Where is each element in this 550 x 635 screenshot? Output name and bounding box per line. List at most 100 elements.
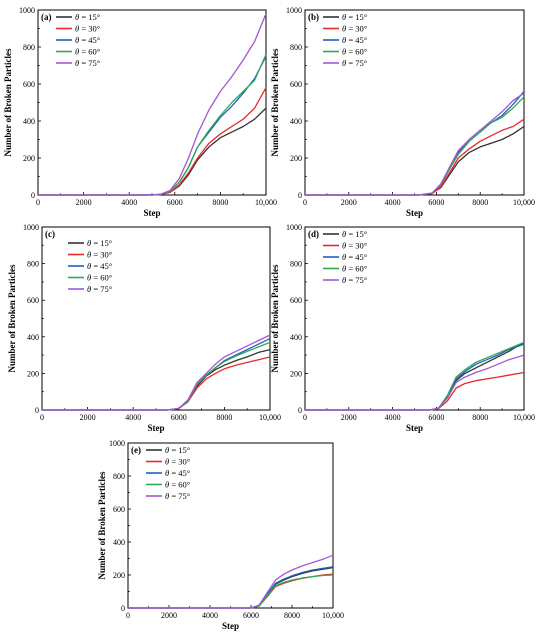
x-axis-title: Step <box>406 423 423 433</box>
chart-panel-a: 0 2000 4000 6000 8000 10,000 0 200 400 600 800 1000… <box>3 6 277 218</box>
series-line-theta45 <box>42 338 271 411</box>
series-line-theta15 <box>38 107 267 196</box>
plot-frame <box>127 442 334 609</box>
chart-panel-e: 0 2000 4000 6000 8000 10,000 0 200 400 600 800 1000… <box>97 439 344 631</box>
y-tick-label: 600 <box>113 505 125 514</box>
x-tick-label: 10,000 <box>259 413 281 422</box>
y-axis-title: Number of Broken Particles <box>7 264 17 372</box>
y-tick-label: 600 <box>23 80 35 89</box>
legend-label-theta75: θ = 75° <box>75 58 100 68</box>
y-tick-label: 0 <box>35 406 39 415</box>
panel-label: (d) <box>308 229 319 239</box>
series-line-theta15 <box>305 125 525 196</box>
series-line-theta45 <box>305 343 525 411</box>
x-tick-label: 4000 <box>125 413 141 422</box>
x-tick-label: 0 <box>40 413 44 422</box>
series-line-theta60 <box>305 341 525 411</box>
y-tick-label: 1000 <box>109 439 125 448</box>
legend-label-theta30: θ = 30° <box>342 24 367 34</box>
x-tick-label: 2000 <box>161 611 177 620</box>
x-tick-label: 2000 <box>341 413 357 422</box>
y-tick-label: 400 <box>27 333 39 342</box>
x-tick-label: 10,000 <box>255 198 277 207</box>
series-line-theta60 <box>42 341 271 411</box>
y-axis-title: Number of Broken Particles <box>270 264 280 372</box>
y-tick-label: 600 <box>290 80 302 89</box>
series-line-theta30 <box>128 573 334 609</box>
x-tick-label: 2000 <box>80 413 96 422</box>
y-axis-title: Number of Broken Particles <box>3 48 13 156</box>
x-tick-label: 8000 <box>284 611 300 620</box>
series-line-theta30 <box>42 356 271 411</box>
x-tick-label: 8000 <box>472 198 488 207</box>
x-tick-label: 6000 <box>167 198 183 207</box>
y-tick-label: 1000 <box>286 6 302 15</box>
plot-frame <box>304 9 525 196</box>
x-tick-label: 4000 <box>385 413 401 422</box>
legend-label-theta30: θ = 30° <box>342 241 367 251</box>
series-line-theta60 <box>128 574 334 609</box>
y-tick-label: 400 <box>290 333 302 342</box>
series-line-theta75 <box>128 554 334 609</box>
x-tick-label: 0 <box>36 198 40 207</box>
legend-label-theta60: θ = 60° <box>342 47 367 57</box>
x-tick-label: 4000 <box>121 198 137 207</box>
y-tick-label: 200 <box>290 154 302 163</box>
x-tick-label: 10,000 <box>322 611 344 620</box>
x-axis-title: Step <box>143 208 160 218</box>
y-tick-label: 400 <box>23 117 35 126</box>
series-line-theta75 <box>38 13 267 196</box>
legend-label-theta75: θ = 75° <box>165 491 190 501</box>
x-tick-label: 6000 <box>171 413 187 422</box>
y-tick-label: 200 <box>290 369 302 378</box>
y-tick-label: 800 <box>113 472 125 481</box>
series-line-theta75 <box>42 334 271 411</box>
legend-label-theta30: θ = 30° <box>87 250 112 260</box>
x-tick-label: 0 <box>303 413 307 422</box>
y-axis-title: Number of Broken Particles <box>97 471 107 579</box>
y-tick-label: 0 <box>298 406 302 415</box>
x-tick-label: 2000 <box>76 198 92 207</box>
y-tick-label: 200 <box>113 571 125 580</box>
legend-label-theta60: θ = 60° <box>165 480 190 490</box>
y-tick-label: 800 <box>290 43 302 52</box>
legend-label-theta60: θ = 60° <box>342 264 367 274</box>
x-axis-title: Step <box>406 208 423 218</box>
legend-label-theta30: θ = 30° <box>165 457 190 467</box>
x-tick-label: 6000 <box>243 611 259 620</box>
series-line-theta15 <box>128 566 334 609</box>
legend-label-theta15: θ = 15° <box>75 12 100 22</box>
series-line-theta75 <box>305 92 525 196</box>
x-tick-label: 6000 <box>428 413 444 422</box>
y-tick-label: 400 <box>290 117 302 126</box>
panel-label: (c) <box>45 229 55 239</box>
y-tick-label: 200 <box>27 369 39 378</box>
y-tick-label: 1000 <box>286 223 302 232</box>
chart-panel-b: 0 2000 4000 6000 8000 10,000 0 200 400 600 800 1000… <box>270 6 535 218</box>
x-axis-title: Step <box>222 621 239 631</box>
series-line-theta60 <box>305 96 525 196</box>
legend-label-theta30: θ = 30° <box>75 24 100 34</box>
series-line-theta15 <box>42 348 271 411</box>
y-tick-label: 800 <box>27 260 39 269</box>
legend-label-theta45: θ = 45° <box>342 35 367 45</box>
legend-label-theta45: θ = 45° <box>87 261 112 271</box>
legend-label-theta45: θ = 45° <box>165 468 190 478</box>
x-tick-label: 4000 <box>385 198 401 207</box>
chart-panel-c: 0 2000 4000 6000 8000 10,000 0 200 400 600 800 1000… <box>7 223 281 433</box>
x-axis-title: Step <box>147 423 164 433</box>
x-tick-label: 8000 <box>212 198 228 207</box>
panel-label: (a) <box>41 12 52 22</box>
x-tick-label: 10,000 <box>513 413 535 422</box>
legend-label-theta15: θ = 15° <box>87 238 112 248</box>
legend-label-theta75: θ = 75° <box>87 284 112 294</box>
y-tick-label: 1000 <box>23 223 39 232</box>
x-tick-label: 8000 <box>216 413 232 422</box>
x-tick-label: 8000 <box>472 413 488 422</box>
y-tick-label: 800 <box>290 260 302 269</box>
panel-label: (b) <box>308 12 319 22</box>
plot-frame <box>304 226 525 411</box>
x-tick-label: 0 <box>303 198 307 207</box>
series-line-theta30 <box>305 371 525 411</box>
x-tick-label: 4000 <box>202 611 218 620</box>
